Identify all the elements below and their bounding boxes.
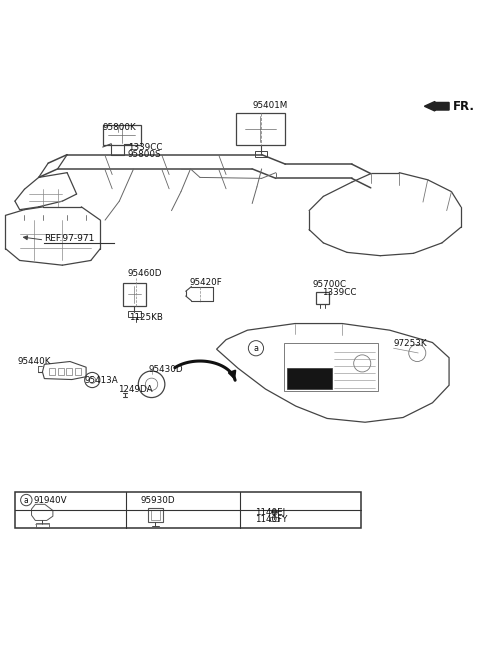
Bar (151, 510, 160, 519)
Circle shape (272, 509, 277, 515)
Bar (36, 523, 48, 528)
Text: 95930D: 95930D (141, 496, 175, 504)
Bar (58, 368, 64, 374)
Text: 95460D: 95460D (128, 269, 162, 278)
Text: 95700C: 95700C (313, 280, 347, 289)
Text: a: a (253, 344, 258, 352)
Text: 95401M: 95401M (252, 101, 288, 110)
Bar (148, 508, 163, 522)
Text: 1125KB: 1125KB (129, 313, 163, 322)
Bar (270, 517, 279, 521)
Bar (123, 283, 146, 306)
Text: 91940V: 91940V (34, 496, 68, 504)
Text: 1249DA: 1249DA (119, 385, 153, 394)
Bar (236, 113, 286, 145)
Text: 95440K: 95440K (17, 357, 51, 366)
Text: FR.: FR. (452, 100, 474, 113)
Bar (75, 368, 81, 374)
Bar (128, 312, 141, 317)
Text: 1339CC: 1339CC (128, 143, 162, 152)
Text: 1140EJ: 1140EJ (254, 508, 285, 517)
Text: 95420F: 95420F (190, 278, 222, 287)
Text: 95800S: 95800S (128, 150, 161, 158)
Bar (15, 491, 361, 528)
Bar (287, 368, 332, 389)
FancyArrow shape (424, 101, 449, 111)
Bar (49, 368, 55, 374)
Text: 1339CC: 1339CC (323, 288, 357, 297)
Text: 1140FY: 1140FY (254, 515, 287, 524)
Bar (254, 151, 267, 157)
Text: 95800K: 95800K (103, 123, 136, 132)
Text: 97253K: 97253K (394, 339, 427, 349)
Bar (285, 343, 378, 391)
Bar (66, 368, 72, 374)
Text: 95413A: 95413A (84, 376, 118, 385)
Text: REF.97-971: REF.97-971 (44, 234, 95, 243)
Bar (316, 292, 328, 304)
Text: a: a (24, 496, 29, 504)
Text: 95430D: 95430D (149, 365, 183, 374)
Bar (103, 125, 141, 145)
